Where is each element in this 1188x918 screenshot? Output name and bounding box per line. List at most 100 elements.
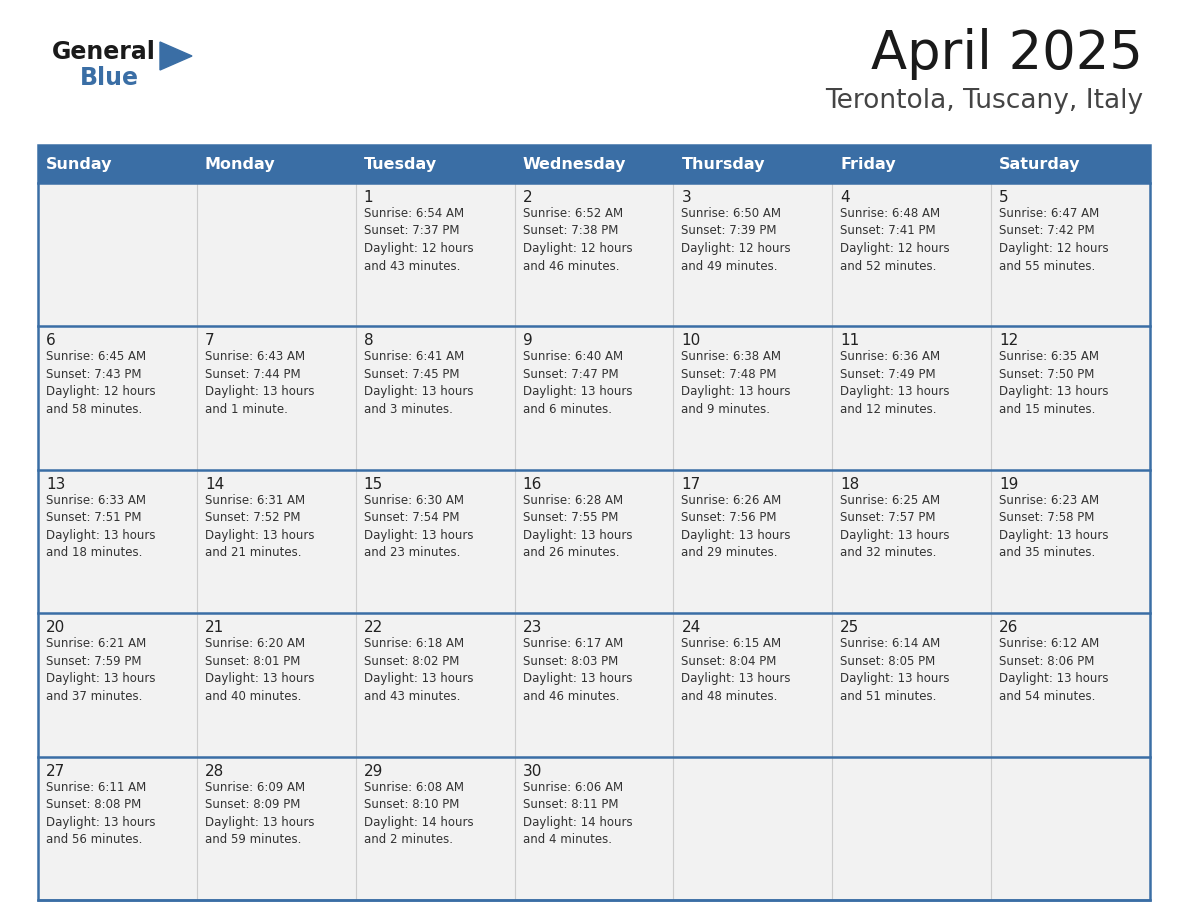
Text: 14: 14 [204,476,225,492]
Bar [38,183,197,327]
Text: 19: 19 [999,476,1018,492]
Bar [674,145,833,183]
Text: Sunrise: 6:12 AM
Sunset: 8:06 PM
Daylight: 13 hours
and 54 minutes.: Sunrise: 6:12 AM Sunset: 8:06 PM Dayligh… [999,637,1108,702]
Text: Sunrise: 6:45 AM
Sunset: 7:43 PM
Daylight: 12 hours
and 58 minutes.: Sunrise: 6:45 AM Sunset: 7:43 PM Dayligh… [46,351,156,416]
Bar [833,470,991,613]
Text: Sunrise: 6:18 AM
Sunset: 8:02 PM
Daylight: 13 hours
and 43 minutes.: Sunrise: 6:18 AM Sunset: 8:02 PM Dayligh… [364,637,473,702]
Bar [38,470,197,613]
Text: Tuesday: Tuesday [364,156,437,172]
Bar [833,183,991,327]
Bar [38,756,197,900]
Bar [514,327,674,470]
Text: Sunrise: 6:11 AM
Sunset: 8:08 PM
Daylight: 13 hours
and 56 minutes.: Sunrise: 6:11 AM Sunset: 8:08 PM Dayligh… [46,780,156,846]
Bar [38,613,197,756]
Bar [38,145,1150,900]
Text: 22: 22 [364,621,383,635]
Bar [355,327,514,470]
Text: 10: 10 [682,333,701,349]
Polygon shape [160,42,192,70]
Text: 8: 8 [364,333,373,349]
Text: 30: 30 [523,764,542,778]
Text: 29: 29 [364,764,383,778]
Text: 1: 1 [364,190,373,205]
Bar [38,145,197,183]
Bar [991,613,1150,756]
Bar [197,327,355,470]
Text: April 2025: April 2025 [871,28,1143,80]
Text: Sunrise: 6:54 AM
Sunset: 7:37 PM
Daylight: 12 hours
and 43 minutes.: Sunrise: 6:54 AM Sunset: 7:37 PM Dayligh… [364,207,473,273]
Text: 28: 28 [204,764,225,778]
Bar [197,470,355,613]
Text: 18: 18 [840,476,860,492]
Text: 21: 21 [204,621,225,635]
Text: General: General [52,40,156,64]
Bar [355,613,514,756]
Bar [674,183,833,327]
Bar [833,613,991,756]
Bar [674,756,833,900]
Text: Sunrise: 6:21 AM
Sunset: 7:59 PM
Daylight: 13 hours
and 37 minutes.: Sunrise: 6:21 AM Sunset: 7:59 PM Dayligh… [46,637,156,702]
Text: Sunrise: 6:06 AM
Sunset: 8:11 PM
Daylight: 14 hours
and 4 minutes.: Sunrise: 6:06 AM Sunset: 8:11 PM Dayligh… [523,780,632,846]
Text: 6: 6 [46,333,56,349]
Text: Monday: Monday [204,156,276,172]
Text: 3: 3 [682,190,691,205]
Bar [197,183,355,327]
Bar [991,145,1150,183]
Bar [833,145,991,183]
Bar [355,183,514,327]
Text: Wednesday: Wednesday [523,156,626,172]
Text: 5: 5 [999,190,1009,205]
Text: 24: 24 [682,621,701,635]
Text: Saturday: Saturday [999,156,1081,172]
Text: Friday: Friday [840,156,896,172]
Text: 27: 27 [46,764,65,778]
Bar [38,327,197,470]
Text: 17: 17 [682,476,701,492]
Text: Sunday: Sunday [46,156,113,172]
Text: Sunrise: 6:50 AM
Sunset: 7:39 PM
Daylight: 12 hours
and 49 minutes.: Sunrise: 6:50 AM Sunset: 7:39 PM Dayligh… [682,207,791,273]
Text: 25: 25 [840,621,860,635]
Bar [197,756,355,900]
Text: Sunrise: 6:52 AM
Sunset: 7:38 PM
Daylight: 12 hours
and 46 minutes.: Sunrise: 6:52 AM Sunset: 7:38 PM Dayligh… [523,207,632,273]
Text: Sunrise: 6:40 AM
Sunset: 7:47 PM
Daylight: 13 hours
and 6 minutes.: Sunrise: 6:40 AM Sunset: 7:47 PM Dayligh… [523,351,632,416]
Bar [514,145,674,183]
Text: 11: 11 [840,333,860,349]
Bar [674,470,833,613]
Bar [514,756,674,900]
Bar [514,183,674,327]
Bar [197,145,355,183]
Text: 26: 26 [999,621,1018,635]
Text: Sunrise: 6:31 AM
Sunset: 7:52 PM
Daylight: 13 hours
and 21 minutes.: Sunrise: 6:31 AM Sunset: 7:52 PM Dayligh… [204,494,315,559]
Bar [991,183,1150,327]
Bar [355,756,514,900]
Text: 15: 15 [364,476,383,492]
Text: 13: 13 [46,476,65,492]
Bar [514,470,674,613]
Bar [355,145,514,183]
Text: Sunrise: 6:23 AM
Sunset: 7:58 PM
Daylight: 13 hours
and 35 minutes.: Sunrise: 6:23 AM Sunset: 7:58 PM Dayligh… [999,494,1108,559]
Text: Sunrise: 6:43 AM
Sunset: 7:44 PM
Daylight: 13 hours
and 1 minute.: Sunrise: 6:43 AM Sunset: 7:44 PM Dayligh… [204,351,315,416]
Bar [991,327,1150,470]
Text: 16: 16 [523,476,542,492]
Text: Sunrise: 6:35 AM
Sunset: 7:50 PM
Daylight: 13 hours
and 15 minutes.: Sunrise: 6:35 AM Sunset: 7:50 PM Dayligh… [999,351,1108,416]
Text: Sunrise: 6:25 AM
Sunset: 7:57 PM
Daylight: 13 hours
and 32 minutes.: Sunrise: 6:25 AM Sunset: 7:57 PM Dayligh… [840,494,949,559]
Text: Blue: Blue [80,66,139,90]
Text: Sunrise: 6:47 AM
Sunset: 7:42 PM
Daylight: 12 hours
and 55 minutes.: Sunrise: 6:47 AM Sunset: 7:42 PM Dayligh… [999,207,1108,273]
Text: Sunrise: 6:17 AM
Sunset: 8:03 PM
Daylight: 13 hours
and 46 minutes.: Sunrise: 6:17 AM Sunset: 8:03 PM Dayligh… [523,637,632,702]
Text: Sunrise: 6:36 AM
Sunset: 7:49 PM
Daylight: 13 hours
and 12 minutes.: Sunrise: 6:36 AM Sunset: 7:49 PM Dayligh… [840,351,949,416]
Bar [833,756,991,900]
Text: Sunrise: 6:38 AM
Sunset: 7:48 PM
Daylight: 13 hours
and 9 minutes.: Sunrise: 6:38 AM Sunset: 7:48 PM Dayligh… [682,351,791,416]
Bar [991,756,1150,900]
Text: 23: 23 [523,621,542,635]
Text: Sunrise: 6:09 AM
Sunset: 8:09 PM
Daylight: 13 hours
and 59 minutes.: Sunrise: 6:09 AM Sunset: 8:09 PM Dayligh… [204,780,315,846]
Bar [833,327,991,470]
Text: Sunrise: 6:33 AM
Sunset: 7:51 PM
Daylight: 13 hours
and 18 minutes.: Sunrise: 6:33 AM Sunset: 7:51 PM Dayligh… [46,494,156,559]
Text: Sunrise: 6:08 AM
Sunset: 8:10 PM
Daylight: 14 hours
and 2 minutes.: Sunrise: 6:08 AM Sunset: 8:10 PM Dayligh… [364,780,473,846]
Text: 7: 7 [204,333,215,349]
Text: 4: 4 [840,190,849,205]
Text: Sunrise: 6:26 AM
Sunset: 7:56 PM
Daylight: 13 hours
and 29 minutes.: Sunrise: 6:26 AM Sunset: 7:56 PM Dayligh… [682,494,791,559]
Text: Sunrise: 6:48 AM
Sunset: 7:41 PM
Daylight: 12 hours
and 52 minutes.: Sunrise: 6:48 AM Sunset: 7:41 PM Dayligh… [840,207,950,273]
Text: Sunrise: 6:15 AM
Sunset: 8:04 PM
Daylight: 13 hours
and 48 minutes.: Sunrise: 6:15 AM Sunset: 8:04 PM Dayligh… [682,637,791,702]
Text: 2: 2 [523,190,532,205]
Text: Sunrise: 6:14 AM
Sunset: 8:05 PM
Daylight: 13 hours
and 51 minutes.: Sunrise: 6:14 AM Sunset: 8:05 PM Dayligh… [840,637,949,702]
